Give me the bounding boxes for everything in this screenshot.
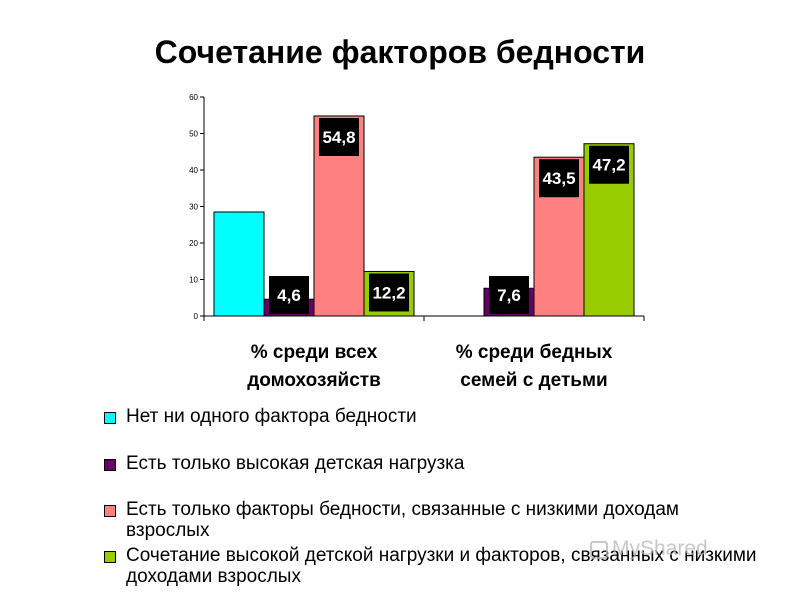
legend-swatch-purple	[104, 459, 116, 471]
watermark: MyShared	[612, 537, 708, 560]
legend-swatch-green	[104, 551, 116, 563]
watermark-logo-icon	[590, 541, 608, 559]
y-tick-label: 30	[189, 203, 198, 212]
data-label: 43,5	[542, 169, 575, 188]
data-label-box	[369, 273, 409, 312]
bar	[213, 211, 265, 317]
bar-chart: 0 10 20 30 40 50 60 4,6 7,6 54,8 43,5 12,2 47,2 % сре…	[189, 93, 645, 391]
category-label: домохозяйств	[247, 370, 381, 391]
data-label-box	[539, 159, 579, 198]
category-label: % среди всех	[251, 342, 378, 363]
category-label: % среди бедных	[456, 342, 613, 363]
y-tick-label: 60	[189, 93, 198, 102]
data-label-box	[319, 117, 359, 156]
y-tick-label: 40	[189, 166, 198, 175]
y-tick-label: 20	[189, 239, 198, 248]
y-tick-label: 0	[194, 312, 199, 321]
legend-label: Есть только факторы бедности, связанные …	[126, 499, 679, 541]
data-label: 47,2	[592, 156, 625, 175]
legend-swatch-pink	[104, 505, 116, 517]
data-label-box	[269, 276, 309, 314]
legend-swatch-cyan	[104, 412, 116, 424]
data-label: 54,8	[322, 128, 355, 147]
data-label: 4,6	[277, 286, 301, 305]
data-label-box	[589, 145, 629, 184]
legend-label: Нет ни одного фактора бедности	[126, 406, 417, 427]
y-tick-label: 50	[189, 130, 198, 139]
data-label-box	[489, 276, 529, 314]
category-label: семей с детьми	[460, 370, 607, 391]
data-label: 12,2	[372, 283, 405, 302]
y-tick-label: 10	[189, 276, 198, 285]
chart-title: Сочетание факторов бедности	[154, 34, 646, 70]
legend-label: Сочетание высокой детской нагрузки и фак…	[126, 545, 757, 587]
legend-label: Есть только высокая детская нагрузка	[126, 453, 465, 474]
data-label: 7,6	[497, 286, 521, 305]
